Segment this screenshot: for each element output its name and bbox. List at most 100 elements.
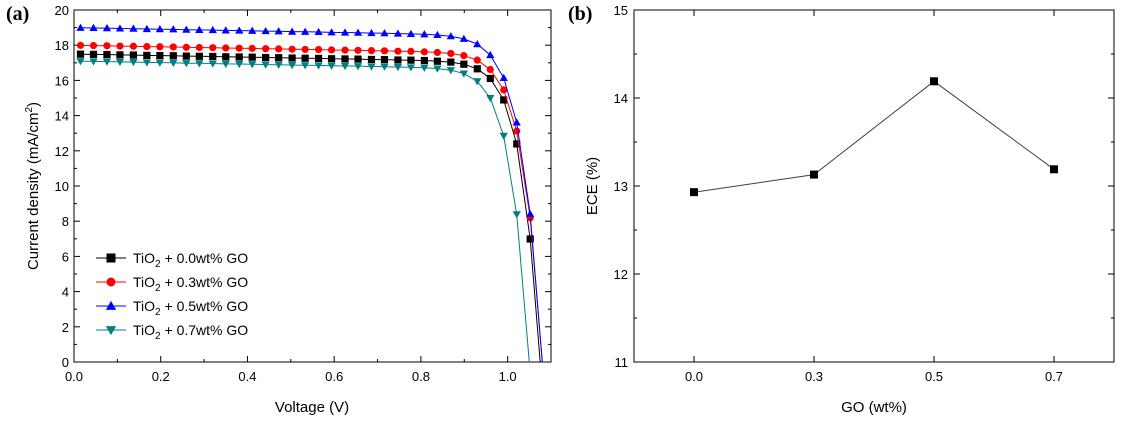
data-point: [76, 41, 85, 49]
data-point: [262, 45, 270, 53]
data-point: [208, 60, 217, 68]
plot-a-ylabel-close: ): [25, 102, 42, 107]
data-point: [275, 45, 283, 53]
data-point: [208, 25, 217, 34]
data-point: [393, 29, 403, 37]
data-point: [222, 44, 230, 52]
data-point: [526, 209, 535, 218]
data-point: [447, 58, 455, 66]
data-point: [275, 54, 283, 62]
plot-a-xlabel: Voltage (V): [275, 399, 349, 416]
data-point: [367, 28, 376, 37]
data-point: [459, 34, 468, 42]
data-point: [340, 28, 350, 36]
panel-b-label: (b): [568, 3, 592, 25]
plot-b-frame: [633, 9, 1115, 363]
data-point: [367, 47, 376, 55]
data-point: [287, 62, 297, 70]
y-tick-label: 11: [615, 355, 629, 370]
y-tick-label: 14: [55, 109, 69, 124]
x-tick-label: 0.6: [325, 369, 343, 384]
data-point: [353, 63, 363, 71]
data-point: [235, 53, 243, 61]
data-point: [102, 58, 112, 66]
data-point: [512, 118, 521, 126]
data-point: [169, 52, 177, 60]
data-point: [499, 73, 508, 81]
data-point: [512, 211, 521, 219]
y-tick-label: 16: [55, 73, 69, 88]
x-tick-label: 0.7: [1045, 369, 1063, 384]
data-point: [367, 63, 376, 71]
data-point: [142, 24, 151, 33]
data-point: [169, 59, 178, 67]
data-point: [420, 48, 428, 56]
data-point: [486, 94, 495, 103]
data-point: [169, 25, 178, 33]
ece-point: [690, 188, 698, 197]
data-point: [182, 25, 191, 33]
data-point: [473, 56, 481, 64]
data-point: [500, 86, 508, 94]
plot-a-ylabel: Current density (mA/cm2): [24, 102, 42, 270]
x-tick-label: 0.8: [412, 369, 430, 384]
data-point: [115, 58, 125, 67]
data-point: [473, 40, 482, 48]
data-point: [380, 47, 389, 55]
data-point: [420, 56, 428, 65]
y-tick-label: 12: [55, 144, 69, 159]
data-point: [486, 74, 494, 83]
data-point: [459, 70, 468, 78]
legend-marker: [105, 300, 117, 310]
data-point: [314, 54, 323, 62]
data-point: [433, 30, 442, 39]
data-point: [460, 60, 468, 68]
data-point: [143, 51, 151, 60]
data-point: [195, 52, 203, 60]
series-line: [80, 60, 530, 363]
data-point: [341, 55, 349, 63]
y-tick-label: 0: [62, 355, 69, 370]
y-tick-label: 20: [55, 3, 69, 18]
plot-b-ticks: 0.0 0.3 0.5 0.7 11 12 13 14 15: [614, 3, 1114, 384]
x-tick-label: 1.0: [499, 369, 517, 384]
ece-point: [930, 77, 938, 86]
data-point: [261, 61, 270, 69]
ece-line: [693, 80, 1055, 193]
data-point: [195, 25, 204, 33]
data-point: [129, 24, 138, 32]
data-point: [380, 63, 389, 71]
data-point: [248, 61, 257, 69]
series-3: [76, 58, 530, 363]
x-tick-label: 0.0: [65, 369, 83, 384]
data-point: [76, 23, 85, 31]
data-point: [248, 44, 256, 52]
data-point: [261, 26, 270, 35]
y-tick-label: 13: [614, 179, 628, 194]
data-point: [499, 132, 508, 140]
data-point: [115, 24, 125, 32]
y-tick-label: 12: [614, 267, 628, 282]
data-point: [380, 29, 389, 37]
data-point: [235, 26, 244, 34]
data-point: [327, 62, 336, 70]
series-line: [80, 53, 541, 363]
ece-point: [1050, 165, 1058, 174]
data-point: [235, 60, 244, 69]
data-point: [433, 57, 441, 65]
plot-a-legend: TiO2 + 0.0wt% GO TiO2 + 0.3wt% GO TiO2 + 0…: [96, 250, 248, 342]
data-point: [486, 50, 495, 59]
data-point: [102, 23, 112, 32]
data-point: [156, 43, 164, 51]
data-point: [446, 32, 455, 40]
data-point: [248, 53, 256, 61]
plot-b-ylabel: ECE (%): [584, 157, 601, 215]
plot-a-ylabel-sup: 2: [24, 107, 35, 113]
legend-marker: [105, 326, 117, 336]
data-point: [420, 30, 429, 38]
data-point: [393, 63, 403, 72]
data-point: [209, 52, 217, 61]
data-point: [473, 65, 481, 73]
data-point: [248, 26, 257, 34]
data-point: [221, 26, 230, 34]
